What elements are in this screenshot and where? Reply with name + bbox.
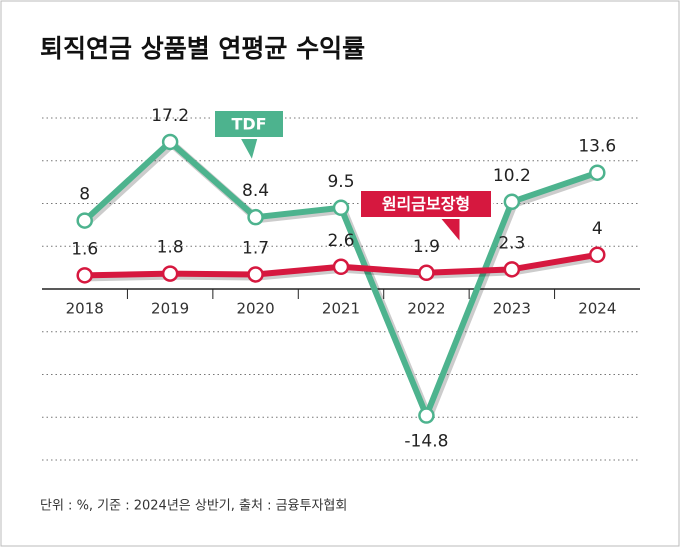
legend-box bbox=[359, 189, 493, 219]
legend-label: TDF bbox=[231, 115, 266, 134]
data-label: -14.8 bbox=[404, 432, 448, 452]
legend-label: 원리금보장형 bbox=[382, 195, 470, 214]
data-label: 8.4 bbox=[242, 181, 269, 201]
x-tick-label: 2022 bbox=[407, 300, 445, 318]
data-point bbox=[589, 164, 606, 181]
x-tick-label: 2019 bbox=[151, 300, 189, 318]
x-tick-label: 2023 bbox=[493, 300, 531, 318]
data-label: 1.9 bbox=[413, 237, 440, 257]
data-point bbox=[418, 407, 435, 424]
x-tick-label: 2018 bbox=[66, 300, 104, 318]
x-tick-label: 2021 bbox=[322, 300, 360, 318]
data-point bbox=[503, 193, 521, 211]
data-point bbox=[161, 133, 179, 151]
data-point bbox=[161, 265, 179, 282]
data-point bbox=[76, 267, 93, 284]
x-tick-label: 2024 bbox=[578, 300, 616, 318]
data-point bbox=[247, 208, 264, 226]
footnote: 단위 : %, 기준 : 2024년은 상반기, 출처 : 금융투자협회 bbox=[40, 499, 347, 514]
data-point bbox=[76, 212, 93, 229]
data-point bbox=[503, 261, 521, 278]
data-point bbox=[332, 199, 350, 217]
data-label: 2.3 bbox=[498, 233, 525, 253]
data-label: 13.6 bbox=[578, 137, 616, 157]
data-label: 2.6 bbox=[327, 231, 354, 251]
data-label: 17.2 bbox=[151, 106, 189, 126]
chart-title: 퇴직연금 상품별 연평균 수익률 bbox=[40, 34, 365, 63]
data-point bbox=[589, 246, 606, 264]
legend-pointer bbox=[439, 217, 461, 244]
data-label: 4 bbox=[592, 219, 603, 239]
data-label: 1.8 bbox=[157, 238, 184, 258]
data-label: 1.6 bbox=[71, 239, 98, 259]
x-tick-label: 2020 bbox=[236, 300, 274, 318]
data-label: 1.7 bbox=[242, 238, 269, 258]
data-label: 10.2 bbox=[493, 166, 531, 186]
data-point bbox=[418, 264, 435, 282]
data-point bbox=[332, 258, 350, 276]
data-point bbox=[247, 266, 264, 283]
data-label: 8 bbox=[79, 185, 90, 205]
data-label: 9.5 bbox=[327, 172, 354, 192]
legend-pointer bbox=[239, 137, 259, 162]
legend-box bbox=[213, 109, 285, 139]
